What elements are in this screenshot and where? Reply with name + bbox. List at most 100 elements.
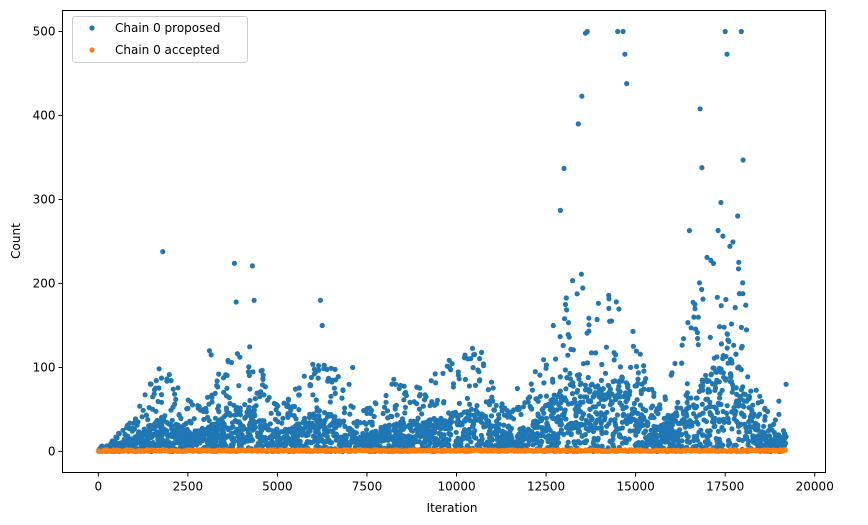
proposed-point xyxy=(574,291,580,297)
proposed-point xyxy=(409,440,415,446)
proposed-peak-point xyxy=(532,369,538,375)
proposed-point xyxy=(202,431,208,438)
proposed-point xyxy=(187,438,193,444)
proposed-point xyxy=(146,423,152,429)
proposed-point xyxy=(636,426,642,432)
proposed-point xyxy=(711,404,718,410)
proposed-point xyxy=(703,372,709,378)
proposed-peak-point xyxy=(579,93,585,99)
proposed-point xyxy=(216,371,222,377)
proposed-point xyxy=(260,376,266,382)
proposed-point xyxy=(570,278,576,284)
proposed-point xyxy=(710,260,717,266)
proposed-point xyxy=(420,429,426,435)
proposed-point xyxy=(615,394,621,400)
proposed-point xyxy=(720,408,726,415)
proposed-point xyxy=(617,389,623,395)
proposed-point xyxy=(124,425,130,431)
proposed-point xyxy=(523,429,530,435)
proposed-point xyxy=(762,437,769,443)
proposed-point xyxy=(296,423,302,429)
proposed-point xyxy=(658,426,664,432)
proposed-point xyxy=(662,394,668,400)
proposed-point xyxy=(622,436,628,442)
proposed-point xyxy=(617,378,624,384)
proposed-point xyxy=(221,414,227,420)
proposed-point xyxy=(562,316,568,322)
proposed-point xyxy=(264,441,270,447)
proposed-point xyxy=(276,411,282,417)
proposed-point xyxy=(372,400,378,406)
proposed-point xyxy=(151,391,157,397)
proposed-point xyxy=(480,441,486,447)
proposed-peak-point xyxy=(620,28,626,35)
proposed-point xyxy=(755,413,761,419)
proposed-point xyxy=(436,418,442,424)
proposed-point xyxy=(169,417,175,423)
proposed-point xyxy=(373,430,379,436)
proposed-point xyxy=(385,428,391,434)
proposed-peak-point xyxy=(561,165,567,171)
proposed-point xyxy=(460,430,466,436)
proposed-point xyxy=(690,299,696,305)
proposed-point xyxy=(776,411,782,417)
proposed-point xyxy=(215,406,221,412)
proposed-point xyxy=(534,424,540,430)
proposed-point xyxy=(736,437,742,443)
proposed-point xyxy=(297,438,303,444)
proposed-point xyxy=(694,329,701,336)
proposed-point xyxy=(191,416,197,422)
proposed-point xyxy=(648,405,654,411)
proposed-point xyxy=(419,411,425,417)
proposed-point xyxy=(573,412,579,418)
proposed-point xyxy=(522,436,528,442)
proposed-point xyxy=(448,425,454,431)
proposed-point xyxy=(150,423,156,429)
proposed-point xyxy=(448,415,454,421)
proposed-point xyxy=(469,345,476,351)
proposed-point xyxy=(422,435,428,441)
proposed-point xyxy=(641,363,647,369)
proposed-point xyxy=(197,440,203,446)
proposed-point xyxy=(477,356,483,362)
x-axis: 0 2500 5000 7500 10000 12500 15000 17500 20000 xyxy=(95,472,834,494)
proposed-point xyxy=(164,431,170,437)
proposed-point xyxy=(244,409,250,415)
proposed-point xyxy=(175,385,181,391)
proposed-peak-point xyxy=(208,352,214,358)
proposed-point xyxy=(371,413,377,420)
proposed-point xyxy=(434,401,440,407)
x-tick-label: 17500 xyxy=(706,480,744,494)
proposed-point xyxy=(499,404,505,410)
proposed-point xyxy=(727,243,733,249)
proposed-point xyxy=(563,295,569,301)
proposed-point xyxy=(610,442,616,448)
proposed-point xyxy=(548,397,554,403)
proposed-point xyxy=(385,437,391,443)
proposed-point xyxy=(485,387,491,393)
proposed-point xyxy=(212,433,219,439)
proposed-point xyxy=(743,433,749,440)
proposed-point xyxy=(557,334,563,340)
proposed-point xyxy=(510,416,517,422)
proposed-point xyxy=(216,426,222,432)
proposed-point xyxy=(198,427,204,433)
proposed-point xyxy=(761,423,767,429)
proposed-point xyxy=(651,423,657,429)
proposed-point xyxy=(655,411,661,417)
proposed-point xyxy=(544,402,550,409)
proposed-point xyxy=(751,434,758,440)
proposed-point xyxy=(675,399,681,405)
proposed-point xyxy=(625,385,631,391)
proposed-point xyxy=(314,424,320,430)
proposed-point xyxy=(224,372,230,379)
proposed-point xyxy=(603,344,610,350)
accepted-points xyxy=(95,447,789,455)
proposed-point xyxy=(530,437,536,443)
proposed-point xyxy=(188,399,194,405)
proposed-point xyxy=(310,361,316,367)
proposed-point xyxy=(416,385,422,391)
proposed-point xyxy=(522,400,528,406)
proposed-point xyxy=(474,442,480,448)
